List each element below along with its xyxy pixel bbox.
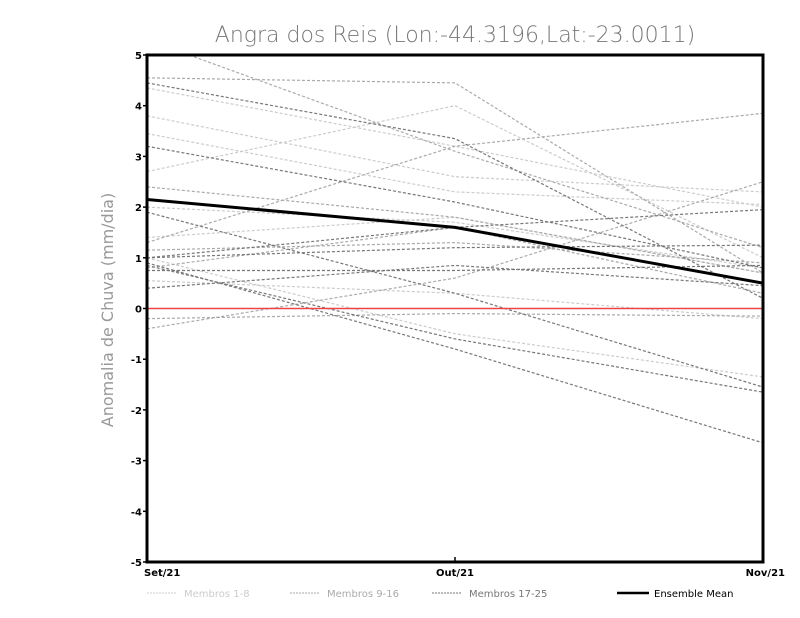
member-line-16 [147, 186, 763, 274]
legend: Membros 1-8 Membros 9-16 Membros 17-25 Ense… [147, 589, 733, 600]
member-line-4 [147, 216, 763, 274]
y-tick-label: 1 [135, 254, 142, 265]
member-line-2 [147, 132, 763, 206]
y-tick-label: 0 [135, 305, 142, 316]
member-line-25 [147, 244, 763, 259]
member-line-9 [147, 77, 763, 274]
y-tick-label: -1 [131, 355, 142, 366]
member-line-3 [147, 105, 763, 259]
y-tick-label: 3 [135, 152, 142, 163]
member-line-22 [147, 264, 763, 272]
y-tick-label: 5 [135, 51, 142, 62]
member-line-8 [147, 206, 763, 269]
y-tick-label: -4 [131, 507, 142, 518]
y-tick-label: -3 [131, 457, 142, 468]
y-axis-label: Anomalia de Chuva (mm/dia) [98, 193, 117, 427]
member-line-20 [147, 262, 763, 444]
member-line-23 [147, 264, 763, 289]
member-line-11 [147, 181, 763, 330]
member-line-15 [147, 312, 763, 320]
member-line-21 [147, 209, 763, 259]
y-tick-label: -2 [131, 406, 142, 417]
legend-label: Membros 17-25 [469, 589, 547, 600]
ensemble-mean-line [147, 198, 763, 285]
member-line-24 [147, 264, 763, 393]
member-line-19 [147, 211, 763, 388]
legend-label: Membros 1-8 [184, 589, 250, 600]
member-line-18 [147, 145, 763, 269]
x-tick-label: Nov/21 [746, 568, 785, 579]
x-tick-label: Set/21 [144, 568, 180, 579]
chart-title: Angra dos Reis (Lon:-44.3196,Lat:-23.001… [215, 23, 695, 48]
member-line-10 [147, 112, 763, 244]
member-line-5 [147, 280, 763, 320]
y-axis-ticks: -5 -4 -3 -2 -1 0 1 2 3 4 5 [131, 51, 147, 569]
member-line-12 [147, 241, 763, 264]
y-tick-label: 4 [135, 102, 142, 113]
y-tick-label: 2 [135, 203, 142, 214]
member-lines [147, 55, 763, 444]
x-axis-ticks: Set/21 Out/21 Nov/21 [144, 557, 785, 579]
member-line-7 [147, 257, 763, 378]
member-line-6 [147, 87, 763, 208]
legend-label: Ensemble Mean [654, 589, 733, 600]
legend-label: Membros 9-16 [327, 589, 399, 600]
member-line-14 [147, 226, 763, 294]
x-tick-label: Out/21 [436, 568, 474, 579]
y-tick-label: -5 [131, 558, 142, 569]
member-line-1 [147, 115, 763, 193]
